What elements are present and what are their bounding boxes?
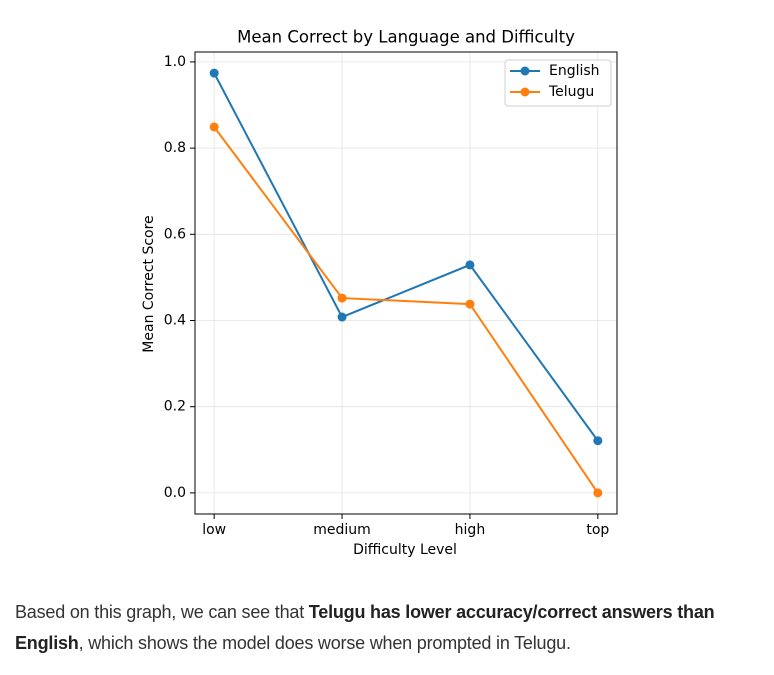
y-tick-label: 0.0 bbox=[164, 485, 186, 501]
bold-text: Telugu has lower accuracy/correct answer… bbox=[15, 602, 715, 653]
marker bbox=[593, 436, 603, 446]
legend-marker bbox=[520, 87, 530, 97]
y-tick-label: 1.0 bbox=[164, 54, 186, 70]
marker bbox=[209, 122, 219, 132]
text: , which shows the model does worse when … bbox=[78, 633, 571, 653]
text: Based on this graph, we can see that bbox=[15, 602, 309, 622]
x-tick-label: medium bbox=[313, 522, 371, 538]
y-tick-label: 0.8 bbox=[164, 140, 186, 156]
x-tick-label: top bbox=[586, 522, 609, 538]
plot-frame bbox=[194, 51, 618, 515]
legend-label: English bbox=[549, 63, 600, 79]
legend-label: Telugu bbox=[548, 84, 594, 100]
paragraph: Based on this graph, we can see that Tel… bbox=[15, 597, 760, 659]
marker bbox=[465, 299, 475, 309]
marker bbox=[337, 312, 347, 322]
y-tick-label: 0.4 bbox=[164, 312, 186, 328]
x-axis-label: Difficulty Level bbox=[353, 542, 457, 558]
legend-marker bbox=[520, 66, 530, 76]
marker bbox=[337, 293, 347, 303]
marker bbox=[593, 488, 603, 498]
line bbox=[213, 126, 599, 494]
chart-title: Mean Correct by Language and Difficulty bbox=[237, 28, 575, 47]
chart: Mean Correct by Language and Difficulty … bbox=[141, 28, 618, 558]
line bbox=[213, 72, 599, 442]
marker bbox=[465, 260, 475, 270]
x-tick-label: high bbox=[455, 522, 486, 538]
y-tick-label: 0.2 bbox=[164, 399, 186, 415]
marker bbox=[209, 68, 219, 78]
x-tick-label: low bbox=[202, 522, 226, 538]
y-tick-label: 0.6 bbox=[164, 226, 186, 242]
y-axis-label: Mean Correct Score bbox=[141, 215, 157, 352]
